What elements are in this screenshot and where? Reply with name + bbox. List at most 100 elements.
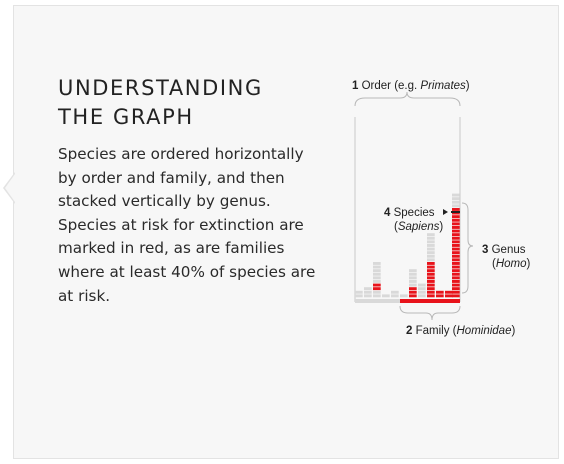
panel-description: Species are ordered horizontally by orde…	[58, 145, 316, 305]
card-pointer-fill	[5, 174, 15, 202]
species-cell	[427, 251, 435, 255]
species-cell-at-risk	[427, 280, 435, 283]
species-cell-at-risk	[452, 276, 460, 280]
species-cell-at-risk	[452, 247, 460, 251]
species-cell-at-risk	[436, 294, 444, 298]
species-cell-at-risk	[427, 272, 435, 276]
species-cell	[427, 244, 435, 247]
species-cell	[373, 265, 381, 269]
species-cell	[427, 233, 435, 237]
species-cell	[355, 290, 363, 294]
species-cell	[373, 276, 381, 280]
species-cell	[400, 294, 408, 298]
species-cell	[418, 290, 426, 294]
species-label: 4 Species	[384, 207, 435, 219]
species-cell-at-risk	[452, 236, 460, 240]
panel-title: UNDERSTANDING THE GRAPH	[58, 74, 298, 132]
species-cell	[382, 294, 390, 298]
species-cell-at-risk	[452, 294, 460, 298]
species-cell-at-risk	[427, 276, 435, 280]
species-cell	[373, 269, 381, 273]
species-cell	[409, 276, 417, 280]
species-cell-at-risk	[452, 254, 460, 258]
species-cell-at-risk	[427, 290, 435, 294]
genus-example: (Homo)	[492, 258, 531, 270]
panel-title-line-2: THE GRAPH	[58, 105, 194, 129]
species-cell-at-risk	[409, 290, 417, 294]
species-cell-at-risk	[452, 208, 460, 211]
species-cell	[364, 294, 372, 298]
species-cell	[427, 247, 435, 251]
species-cell-at-risk	[452, 240, 460, 244]
species-cell-at-risk	[427, 269, 435, 273]
species-cell	[418, 294, 426, 298]
species-cell	[373, 290, 381, 294]
species-cell-at-risk	[452, 283, 460, 287]
species-cell	[418, 287, 426, 291]
family-brace	[399, 305, 461, 321]
species-cell	[409, 269, 417, 273]
species-cell-at-risk	[452, 262, 460, 265]
species-cell	[373, 280, 381, 283]
species-cell	[427, 240, 435, 244]
species-cell	[355, 294, 363, 298]
species-pointer-arrow	[443, 209, 448, 215]
species-cell-at-risk	[427, 262, 435, 265]
species-cell	[373, 272, 381, 276]
family-bar	[355, 299, 400, 303]
species-cell-at-risk	[427, 283, 435, 287]
species-cell-at-risk	[436, 290, 444, 294]
species-cell	[452, 193, 460, 197]
species-cell-at-risk	[452, 265, 460, 269]
species-cell	[373, 262, 381, 265]
species-cell-at-risk	[452, 251, 460, 255]
species-cell-at-risk	[427, 294, 435, 298]
species-cell	[427, 254, 435, 258]
species-cell-at-risk	[452, 229, 460, 233]
species-cell-at-risk	[452, 226, 460, 229]
species-cell	[452, 200, 460, 204]
family-label: 2 Family (Hominidae)	[406, 325, 515, 337]
species-example: (Sapiens)	[394, 221, 443, 233]
species-cell-at-risk	[373, 287, 381, 291]
species-cell	[364, 287, 372, 291]
panel-title-line-1: UNDERSTANDING	[58, 76, 263, 100]
species-cell-at-risk	[452, 269, 460, 273]
species-cell	[418, 283, 426, 287]
species-cell	[452, 204, 460, 208]
species-cell-at-risk	[452, 290, 460, 294]
species-cell	[409, 280, 417, 283]
species-cell	[409, 272, 417, 276]
species-cell-at-risk	[409, 287, 417, 291]
species-cell-at-risk	[452, 280, 460, 283]
species-cell-at-risk	[452, 218, 460, 222]
family-bar-at-risk	[400, 299, 460, 303]
species-cell	[409, 283, 417, 287]
species-cell-at-risk	[445, 294, 453, 298]
species-cell-at-risk	[427, 287, 435, 291]
genus-brace	[461, 202, 474, 294]
species-cell	[373, 294, 381, 298]
species-cell-at-risk	[445, 290, 453, 294]
order-label: 1 Order (e.g. Primates)	[352, 80, 470, 92]
species-cell-at-risk	[452, 222, 460, 226]
explainer-card	[14, 6, 558, 458]
species-grid	[355, 193, 460, 303]
species-cell-at-risk	[373, 283, 381, 287]
species-cell	[364, 290, 372, 294]
species-cell-at-risk	[452, 211, 460, 215]
species-cell	[391, 290, 399, 294]
species-cell-at-risk	[452, 258, 460, 262]
species-cell-at-risk	[452, 244, 460, 247]
species-cell-at-risk	[409, 294, 417, 298]
species-cell-at-risk	[452, 215, 460, 219]
genus-label: 3 Genus	[482, 244, 526, 256]
graph-legend-diagram: 1 Order (e.g. Primates) 4 Species (Sapie…	[352, 80, 531, 337]
order-brace	[354, 91, 461, 107]
species-cell	[391, 294, 399, 298]
species-cell-at-risk	[452, 287, 460, 291]
species-cell	[427, 258, 435, 262]
species-cell-at-risk	[452, 233, 460, 237]
species-cell-at-risk	[452, 272, 460, 276]
species-cell	[452, 197, 460, 201]
